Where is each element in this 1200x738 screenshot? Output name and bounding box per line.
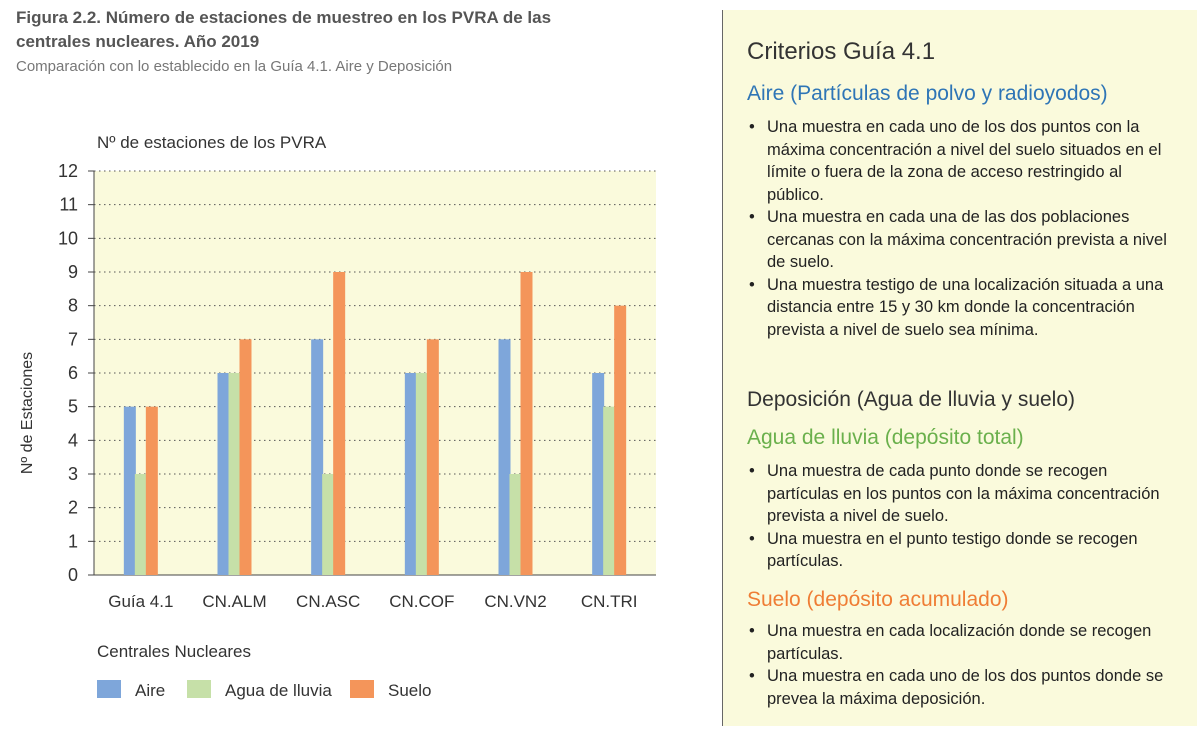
bar-agua-de-lluvia [228,373,241,575]
y-tick-label: 11 [59,195,78,215]
bar-suelo [333,272,346,575]
bar-aire [404,373,417,575]
aire-heading: Aire (Partículas de polvo y radioyodos) [747,82,1108,105]
lluvia-item: Una muestra en el punto testigo donde se… [747,528,1167,573]
y-tick-label: 0 [68,565,78,585]
aire-item: Una muestra testigo de una localización … [747,274,1167,342]
y-tick-label: 10 [58,228,78,248]
suelo-item: Una muestra en cada uno de los dos punto… [747,665,1167,710]
y-tick-label: 6 [68,363,78,383]
y-tick-label: 9 [68,262,78,282]
figure-title: Figura 2.2. Número de estaciones de mues… [16,8,552,51]
x-tick-label: CN.VN2 [484,592,546,611]
y-tick-label: 12 [58,161,78,181]
y-tick-label: 5 [68,397,78,417]
bar-agua-de-lluvia [134,474,147,575]
y-tick-label: 4 [68,430,78,450]
chart-title: Nº de estaciones de los PVRA [97,133,327,152]
bar-aire [311,339,324,575]
x-tick-label: CN.TRI [581,592,638,611]
x-tick-label: Guía 4.1 [108,592,173,611]
bar-aire [498,339,511,575]
x-axis-label: Centrales Nucleares [97,642,251,661]
x-tick-label: CN.COF [389,592,454,611]
legend-swatch [350,680,374,698]
lluvia-item: Una muestra de cada punto donde se recog… [747,460,1167,528]
bar-agua-de-lluvia [509,474,522,575]
legend-label: Agua de lluvia [225,681,332,700]
deposicion-heading: Deposición (Agua de lluvia y suelo) [747,388,1076,411]
x-tick-label: CN.ASC [296,592,360,611]
legend-swatch [187,680,211,698]
bar-agua-de-lluvia [322,474,335,575]
aire-list: Una muestra en cada uno de los dos punto… [747,116,1167,341]
bar-suelo [145,406,158,575]
bar-suelo [614,305,627,575]
y-axis-label: Nº de Estaciones [19,352,36,474]
criteria-panel: Criterios Guía 4.1 Aire (Partículas de p… [722,10,1197,726]
y-tick-label: 2 [68,498,78,518]
bar-suelo [426,339,439,575]
bar-suelo [520,272,533,575]
aire-item: Una muestra en cada una de las dos pobla… [747,206,1167,274]
figure-subtitle: Comparación con lo establecido en la Guí… [16,58,453,75]
y-tick-label: 3 [68,464,78,484]
y-tick-label: 8 [68,296,78,316]
bar-suelo [239,339,252,575]
aire-item: Una muestra en cada uno de los dos punto… [747,116,1167,206]
x-tick-label: CN.ALM [202,592,266,611]
bar-aire [217,373,230,575]
y-tick-label: 1 [68,531,78,551]
criteria-title: Criterios Guía 4.1 [747,38,936,65]
bar-agua-de-lluvia [415,373,428,575]
lluvia-heading: Agua de lluvia (depósito total) [747,426,1024,449]
legend-label: Aire [135,681,165,700]
legend-label: Suelo [388,681,431,700]
suelo-heading: Suelo (depósito acumulado) [747,588,1009,611]
bar-agua-de-lluvia [603,406,616,575]
bar-aire [592,373,605,575]
y-tick-label: 7 [68,329,78,349]
bar-aire [123,406,136,575]
suelo-item: Una muestra en cada localización donde s… [747,620,1167,665]
legend-swatch [97,680,121,698]
suelo-list: Una muestra en cada localización donde s… [747,620,1167,710]
lluvia-list: Una muestra de cada punto donde se recog… [747,460,1167,573]
